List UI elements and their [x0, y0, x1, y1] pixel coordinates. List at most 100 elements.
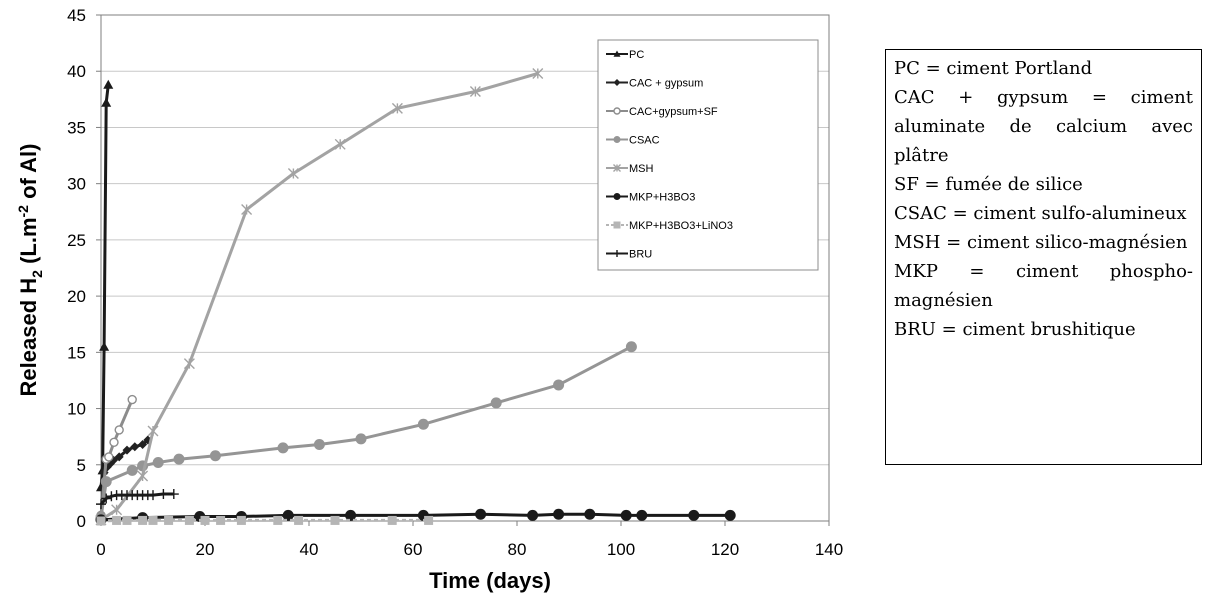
data-point — [109, 437, 119, 447]
data-point — [99, 341, 110, 351]
data-point — [287, 168, 299, 180]
data-point — [313, 439, 325, 451]
legend-swatch-marker — [613, 136, 621, 143]
y-tick-label: 40 — [67, 62, 86, 81]
data-point — [96, 499, 106, 510]
legend-swatch-marker — [613, 79, 621, 86]
data-point — [620, 509, 632, 521]
y-tick-label: 20 — [67, 287, 86, 306]
x-tick-label: 60 — [404, 540, 423, 559]
series-line — [99, 84, 110, 488]
data-point — [126, 464, 138, 476]
x-tick-label: 100 — [607, 540, 635, 559]
legend-swatch-marker — [613, 107, 621, 115]
axes: 0 5 10 15 20 25 30 35 40 45 0 20 40 60 80 100 120 140 — [67, 6, 843, 559]
legend-entry: MKP+H3BO3+LiNO3 — [606, 220, 733, 232]
series-mkp-h3bo3-lino3 — [96, 515, 434, 526]
series-layer — [95, 67, 736, 526]
data-point — [168, 489, 179, 500]
data-point — [469, 85, 481, 97]
data-point — [417, 418, 429, 430]
data-point — [147, 425, 159, 437]
data-point — [475, 508, 487, 520]
y-tick-label: 0 — [77, 512, 86, 531]
legend-label: BRU — [629, 249, 652, 261]
legend-label: MSH — [629, 163, 654, 175]
data-point — [104, 452, 114, 462]
data-point — [209, 450, 221, 462]
legend-swatch-marker — [613, 250, 621, 257]
legend-frame — [597, 39, 819, 271]
glossary-line-sf: SF = fumée de silice — [894, 174, 1083, 195]
data-point — [584, 508, 596, 520]
data-point — [636, 509, 648, 521]
legend-swatch-marker — [613, 164, 621, 172]
x-axis-title: Time (days) — [429, 568, 551, 593]
series-msh — [95, 67, 544, 526]
y-tick-label: 10 — [67, 400, 86, 419]
legend-swatch-marker — [613, 193, 621, 200]
data-point — [106, 491, 117, 502]
data-point — [277, 442, 289, 454]
legend-entry: CAC + gypsum — [606, 78, 703, 90]
x-tick-label: 120 — [711, 540, 739, 559]
data-point — [148, 490, 158, 501]
data-point — [173, 453, 185, 465]
data-point — [724, 509, 736, 521]
y-tick-label: 15 — [67, 343, 86, 362]
chart: 0 5 10 15 20 25 30 35 40 45 0 20 40 60 80 100 120 140 PC C… — [15, 6, 843, 593]
data-point — [164, 515, 174, 525]
data-point — [158, 489, 169, 500]
legend-label: MKP+H3BO3 — [629, 192, 695, 204]
y-tick-label: 25 — [67, 231, 86, 250]
series-csac — [95, 341, 637, 524]
legend-entry: CAC+gypsum+SF — [606, 106, 718, 118]
legend-entry: PC — [606, 49, 644, 61]
data-point — [236, 515, 246, 525]
data-point — [532, 67, 544, 79]
data-point — [553, 508, 565, 520]
glossary-line-cac: CAC + gypsum = ciment aluminate de calci… — [894, 87, 1193, 166]
data-point — [490, 397, 502, 409]
series-line — [99, 345, 633, 518]
data-point — [553, 379, 565, 391]
series-cac-gypsum-sf — [96, 394, 137, 521]
data-point — [391, 102, 403, 114]
data-point — [112, 515, 122, 525]
legend-label: CSAC — [629, 135, 660, 147]
x-tick-label: 40 — [300, 540, 319, 559]
y-tick-label: 35 — [67, 118, 86, 137]
series-pc — [96, 79, 114, 492]
legend-label: MKP+H3BO3+LiNO3 — [629, 220, 733, 232]
data-point — [294, 515, 304, 525]
data-point — [130, 442, 140, 452]
data-point — [241, 204, 253, 216]
data-point — [96, 516, 106, 526]
legend-entry: MKP+H3BO3 — [606, 192, 695, 204]
glossary-line-bru: BRU = ciment brushitique — [894, 319, 1136, 340]
data-point — [688, 509, 700, 521]
data-point — [273, 515, 283, 525]
data-point — [216, 515, 226, 525]
data-point — [101, 97, 112, 107]
data-point — [200, 515, 210, 525]
data-point — [148, 515, 158, 525]
y-tick-label: 5 — [77, 456, 86, 475]
data-point — [152, 457, 164, 469]
plot-area-frame — [100, 14, 830, 522]
data-point — [114, 452, 124, 462]
data-point — [282, 509, 294, 521]
legend-entry: MSH — [606, 163, 654, 175]
x-tick-label: 20 — [196, 540, 215, 559]
data-point — [138, 515, 148, 525]
series-line — [100, 518, 429, 523]
glossary-line-mkp: MKP = ciment phospho-magnésien — [894, 261, 1193, 311]
data-point — [527, 509, 539, 521]
data-point — [387, 515, 397, 525]
series-bru — [96, 489, 179, 510]
data-point — [122, 515, 132, 525]
glossary-line-msh: MSH = ciment silico-magnésien — [894, 232, 1188, 253]
data-point — [330, 515, 340, 525]
data-point — [138, 440, 148, 450]
glossary-box: PC = ciment Portland CAC + gypsum = cime… — [885, 49, 1202, 465]
